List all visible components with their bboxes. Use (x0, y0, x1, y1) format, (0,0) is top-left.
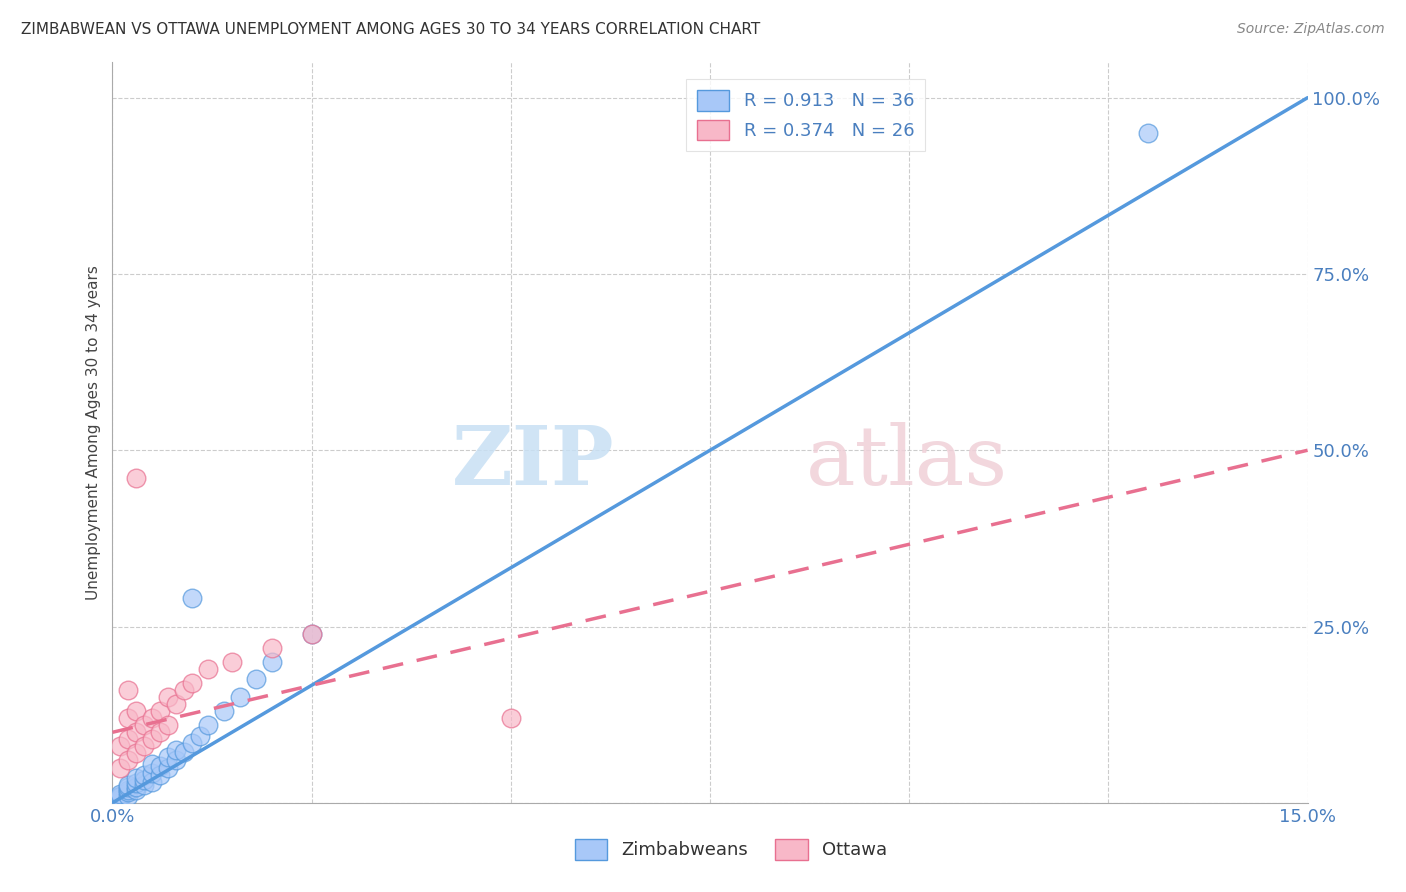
Text: Source: ZipAtlas.com: Source: ZipAtlas.com (1237, 22, 1385, 37)
Point (197, 718, 219, 732)
Point (165, 743, 187, 757)
Point (149, 704, 172, 718)
Point (125, 783, 148, 797)
Point (125, 704, 148, 718)
Point (141, 757, 163, 772)
Point (125, 471, 148, 485)
Point (134, 773, 156, 788)
Point (260, 640, 283, 655)
Point (125, 771, 148, 785)
Point (134, 739, 156, 754)
Point (157, 760, 180, 774)
Point (125, 725, 148, 739)
Point (110, 790, 132, 805)
Point (188, 729, 211, 743)
Point (141, 774, 163, 789)
Point (245, 673, 267, 687)
Point (141, 711, 163, 725)
Text: atlas: atlas (806, 422, 1008, 502)
Point (125, 776, 148, 790)
Point (181, 591, 204, 606)
Point (157, 718, 180, 732)
Point (173, 745, 195, 759)
Point (221, 655, 243, 669)
Point (117, 732, 139, 747)
Point (149, 767, 172, 781)
Point (260, 655, 283, 669)
Point (125, 747, 148, 761)
Point (110, 792, 132, 806)
Point (181, 676, 204, 690)
Point (134, 778, 156, 792)
Point (117, 785, 139, 799)
Point (110, 760, 132, 774)
Point (181, 736, 204, 750)
Point (149, 725, 172, 739)
Point (157, 690, 180, 704)
Point (157, 750, 180, 764)
Point (117, 754, 139, 768)
Point (110, 788, 132, 802)
Point (117, 780, 139, 795)
Y-axis label: Unemployment Among Ages 30 to 34 years: Unemployment Among Ages 30 to 34 years (86, 265, 101, 600)
Text: ZIMBABWEAN VS OTTAWA UNEMPLOYMENT AMONG AGES 30 TO 34 YEARS CORRELATION CHART: ZIMBABWEAN VS OTTAWA UNEMPLOYMENT AMONG … (21, 22, 761, 37)
Point (301, 626, 323, 640)
Point (165, 754, 187, 768)
Point (301, 626, 323, 640)
Legend: R = 0.913   N = 36, R = 0.374   N = 26: R = 0.913 N = 36, R = 0.374 N = 26 (686, 78, 925, 152)
Point (141, 732, 163, 747)
Point (165, 697, 187, 711)
Point (125, 780, 148, 795)
Point (110, 789, 132, 803)
Point (229, 690, 252, 704)
Point (134, 718, 156, 732)
Point (117, 683, 139, 698)
Point (197, 662, 219, 676)
Legend: Zimbabweans, Ottawa: Zimbabweans, Ottawa (568, 831, 894, 867)
Point (149, 759, 172, 773)
Point (117, 783, 139, 797)
Point (212, 704, 235, 718)
Point (117, 778, 139, 792)
Point (134, 767, 156, 781)
Point (110, 739, 132, 754)
Point (117, 789, 139, 803)
Point (499, 711, 522, 725)
Point (141, 766, 163, 780)
Point (1137, 126, 1160, 140)
Point (117, 711, 139, 725)
Point (173, 683, 195, 698)
Text: ZIP: ZIP (451, 422, 614, 502)
